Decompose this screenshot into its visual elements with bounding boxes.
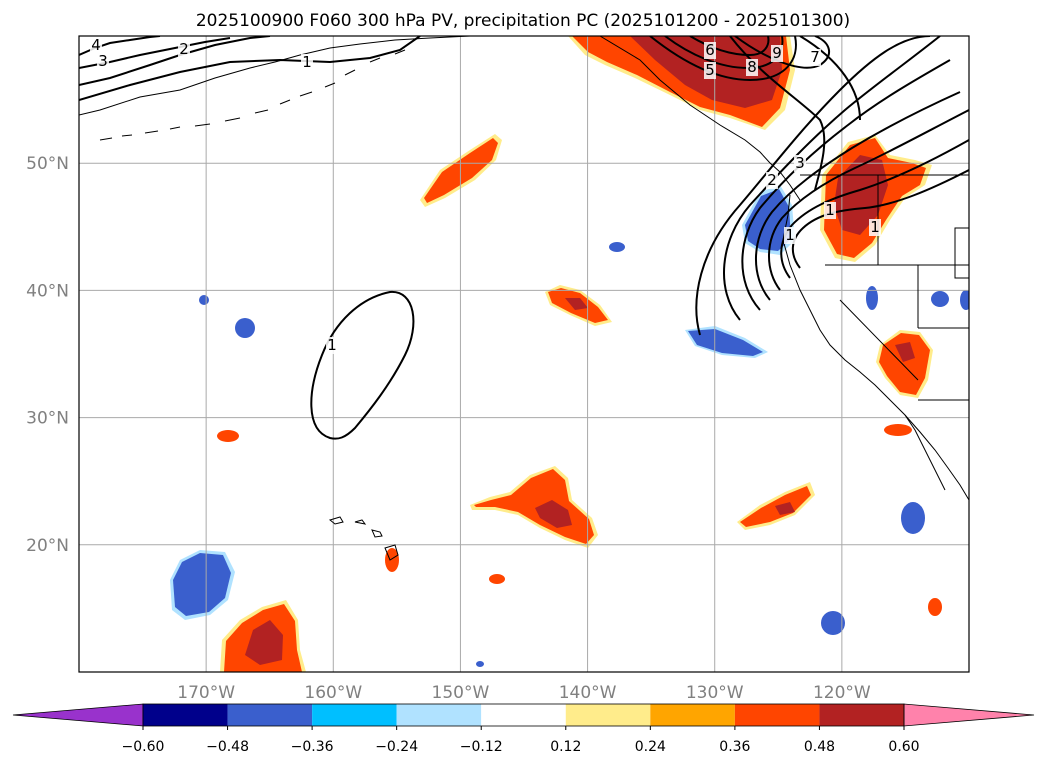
plot-frame [78, 35, 970, 673]
colorbar-tick-label-8: 0.48 [804, 739, 835, 755]
pv-label-bg-4 [326, 337, 338, 354]
colorbar-tick-label-4: −0.12 [460, 739, 503, 755]
precip-region-eastern-tropical [737, 482, 815, 530]
colorbar-extend-min [12, 703, 144, 727]
colorbar-tick-label-0: −0.60 [122, 739, 165, 755]
pv-label-bg-12 [869, 219, 881, 236]
aleutian-islands [99, 49, 406, 141]
lon-tick-label-4: 130°W [686, 683, 744, 703]
precip-region-north-pacific [420, 134, 502, 207]
colorbar-segment-0 [143, 704, 228, 726]
pv-contour-label-11: 2 [767, 171, 777, 189]
colorbar-segment-7 [734, 704, 820, 726]
pv-contour-label-12: 1 [870, 218, 880, 236]
precip-region-southwest-positive [220, 600, 306, 672]
precip-region-offshore-negative [685, 326, 768, 358]
pv-contour-label-2: 2 [179, 40, 189, 58]
pv-contour-label-13: 1 [825, 201, 835, 219]
colorbar-segment-8 [819, 704, 904, 726]
colorbar-segment-1 [227, 704, 313, 726]
pv-label-bg-9 [704, 62, 716, 79]
longitude-tick-labels: 170°W 160°W 150°W 140°W 130°W 120°W [177, 683, 871, 703]
colorbar-tick-label-3: −0.24 [375, 739, 418, 755]
colorbar-segment-6 [650, 704, 735, 726]
baja-coast [904, 414, 946, 491]
lat-tick-label-2: 30°N [26, 409, 69, 429]
hawaii-islands [328, 516, 399, 561]
colorbar: −0.60 −0.48 −0.36 −0.24 −0.12 0.12 0.24 0.36 0.4… [12, 703, 1035, 755]
pv-contour-label-6: 8 [747, 58, 757, 76]
precip-region-40n [545, 285, 612, 326]
lon-tick-label-0: 170°W [177, 683, 235, 703]
colorbar-tick-label-9: 0.60 [888, 739, 919, 755]
lat-tick-label-0: 50°N [26, 154, 69, 174]
pv-label-bg-6 [746, 59, 758, 76]
lon-tick-label-5: 120°W [813, 683, 871, 703]
precip-region-hawaii-ne [470, 466, 598, 548]
colorbar-segment-4 [481, 704, 566, 726]
precip-small-patches [199, 242, 969, 667]
pv-contour-label-3: 1 [302, 53, 312, 71]
pv-contour-label-8: 6 [705, 41, 715, 59]
pv-label-bg-8 [704, 42, 716, 59]
us-west-coast [782, 194, 969, 501]
colorbar-tick-label-5: 0.12 [550, 739, 581, 755]
canada-coast [599, 36, 801, 201]
lon-tick-label-2: 150°W [432, 683, 490, 703]
pv-contour-label-0: 4 [91, 36, 101, 54]
pv-contour-label-1: 3 [98, 52, 108, 70]
colorbar-tick-label-7: 0.36 [719, 739, 750, 755]
colorbar-extend-max [903, 703, 1035, 727]
pv-contour-1-north [79, 36, 421, 101]
latitude-tick-labels: 50°N 40°N 30°N 20°N [26, 154, 69, 556]
lon-tick-label-1: 160°W [304, 683, 362, 703]
alaska-coast [79, 36, 471, 116]
pv-contour-label-5: 9 [772, 44, 782, 62]
lat-tick-label-1: 40°N [26, 281, 69, 301]
pv-label-bg-11 [766, 172, 778, 189]
colorbar-segment-2 [312, 704, 397, 726]
lat-tick-label-3: 20°N [26, 536, 69, 556]
colorbar-frame [142, 703, 905, 727]
pv-label-bg-0 [90, 37, 102, 54]
colorbar-tick-label-6: 0.24 [635, 739, 666, 755]
lon-tick-label-3: 140°W [559, 683, 617, 703]
pv-label-bg-3 [301, 54, 313, 71]
pv-label-bg-14 [784, 227, 796, 244]
pv-contour-label-7: 7 [810, 48, 820, 66]
pv-label-bg-10 [794, 155, 806, 172]
colorbar-tick-label-1: −0.48 [206, 739, 249, 755]
pv-label-bg-5 [771, 45, 783, 62]
pv-contour-1-closed [310, 290, 415, 440]
pv-contour-label-14: 1 [785, 226, 795, 244]
pv-contour-label-10: 3 [795, 154, 805, 172]
pv-label-bg-2 [178, 41, 190, 58]
pv-contour-label-9: 5 [705, 61, 715, 79]
pv-label-bg-7 [809, 49, 821, 66]
precip-region-southwest-negative [170, 550, 235, 620]
pv-contour-label-4: 1 [327, 336, 337, 354]
chart-title: 2025100900 F060 300 hPa PV, precipitatio… [196, 11, 850, 31]
pv-label-bg-1 [97, 53, 109, 70]
colorbar-segment-5 [565, 704, 651, 726]
colorbar-segment-3 [396, 704, 482, 726]
colorbar-tick-label-2: −0.36 [291, 739, 334, 755]
pv-label-bg-13 [824, 202, 836, 219]
